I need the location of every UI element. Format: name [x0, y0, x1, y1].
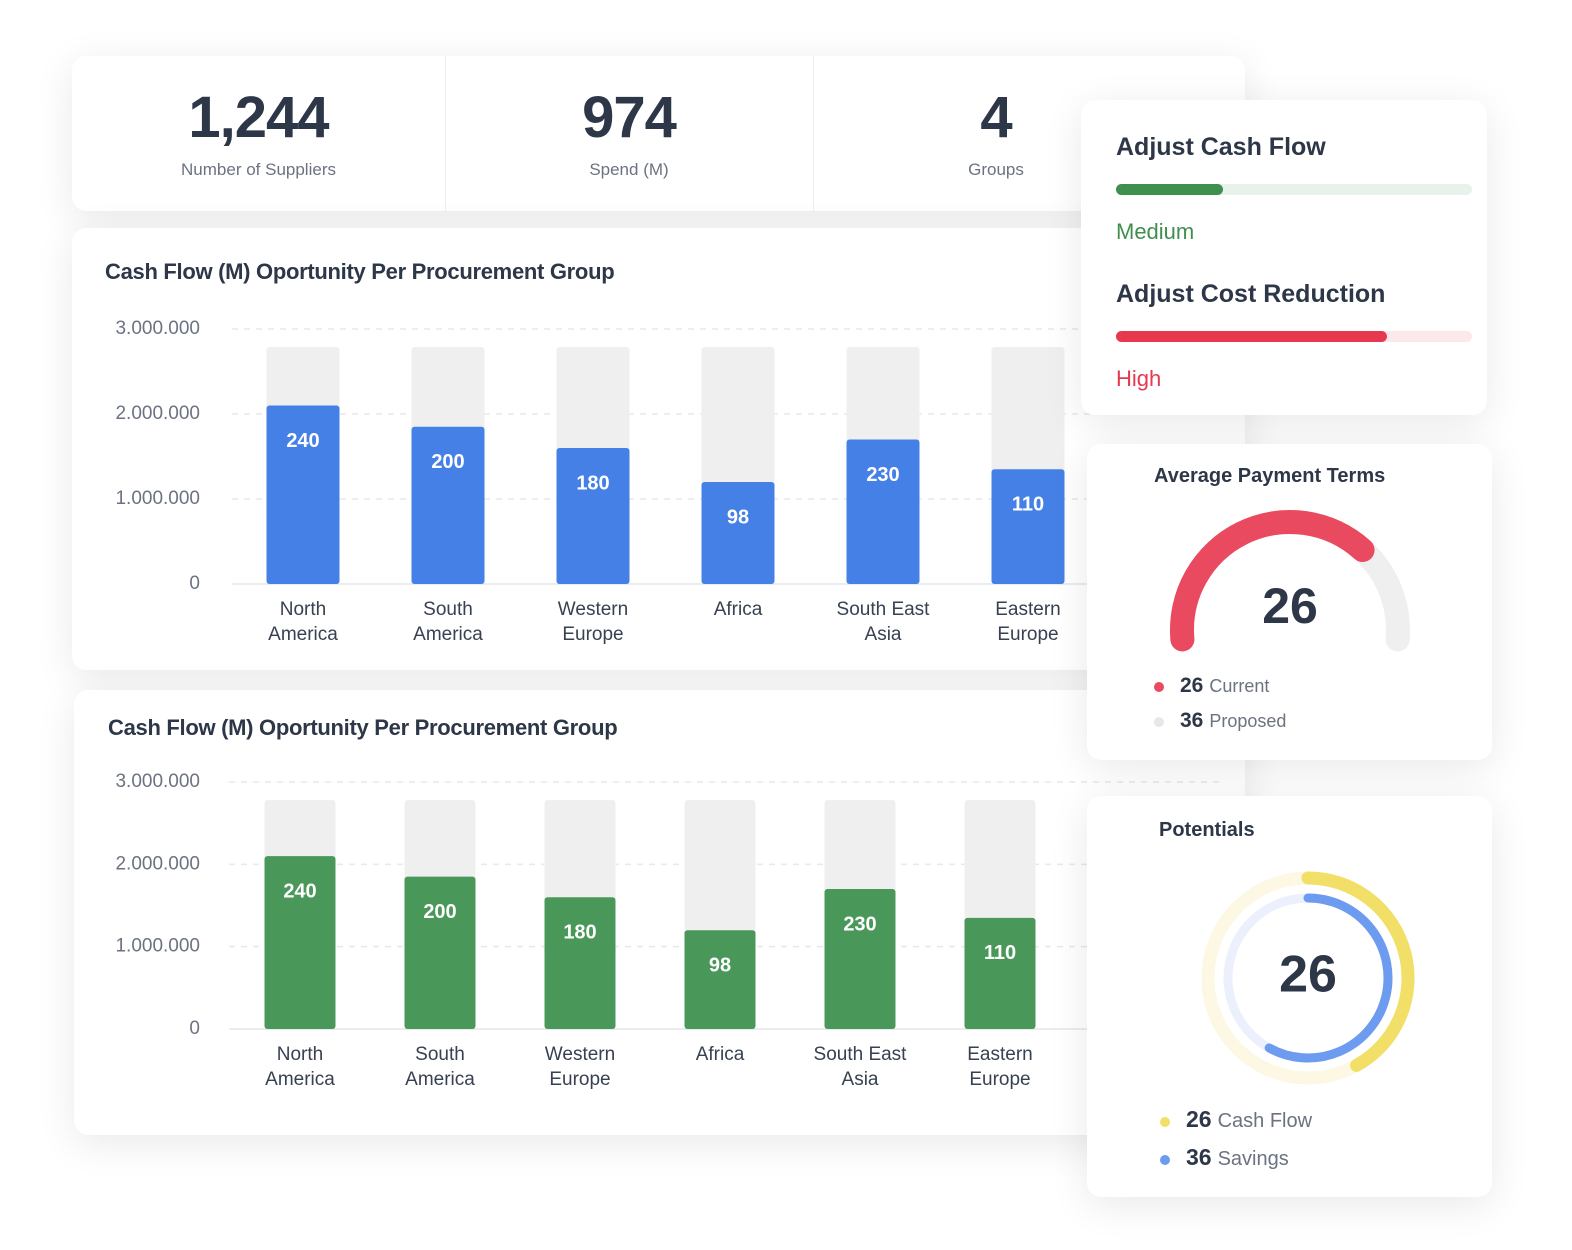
- bar: [264, 856, 336, 1029]
- adjust-status: High: [1116, 366, 1162, 391]
- divider: [445, 56, 446, 211]
- divider: [813, 56, 814, 211]
- bar: [404, 876, 476, 1029]
- legend-value: 36: [1186, 1144, 1212, 1170]
- gauge-value: 26: [1262, 578, 1318, 634]
- bar: [556, 448, 630, 584]
- bar-label: 180: [576, 472, 609, 494]
- bar: [266, 405, 340, 584]
- progress-track: [1116, 331, 1472, 342]
- chart-title: Cash Flow (M) Oportunity Per Procurement…: [105, 259, 615, 284]
- ring-arc: [1301, 871, 1415, 1072]
- progress-fill: [1116, 184, 1223, 195]
- kpi: 974 Spend (M): [445, 56, 813, 211]
- progress-track: [1116, 184, 1472, 195]
- bar-label: 110: [984, 942, 1016, 964]
- legend-dot: [1160, 1116, 1170, 1127]
- bar-label: 240: [283, 880, 316, 902]
- bar-label: 230: [866, 464, 899, 486]
- card-title: Average Payment Terms: [1154, 465, 1386, 487]
- y-tick-label: 3.000.000: [115, 318, 200, 339]
- x-tick-label: North America: [265, 1044, 335, 1090]
- y-tick-label: 2.000.000: [115, 853, 200, 874]
- legend-label: Cash Flow: [1217, 1110, 1313, 1132]
- x-tick-label: Eastern Europe: [967, 1044, 1033, 1090]
- ring-chart: 26: [1201, 871, 1415, 1085]
- adjust-card: Adjust Cash Flow Medium Adjust Cost Redu…: [1081, 100, 1487, 415]
- legend-label: Current: [1209, 676, 1270, 696]
- legend-dot: [1154, 682, 1164, 693]
- payment-terms-card: Average Payment Terms 26 26 Current 36 Prop…: [1087, 444, 1492, 760]
- gauge-arc: [1170, 510, 1375, 652]
- bar: [964, 917, 1036, 1029]
- gauge: 26: [1170, 510, 1410, 652]
- chart-card: Cash Flow (M) Oportunity Per Procurement…: [74, 690, 1245, 1135]
- kpi-value: 974: [582, 85, 677, 150]
- legend-item: 36 Proposed: [1154, 709, 1286, 733]
- y-tick-label: 0: [189, 573, 200, 594]
- bar: [411, 426, 485, 584]
- legend-item: 26 Cash Flow: [1160, 1106, 1312, 1133]
- chart-card: Cash Flow (M) Oportunity Per Procurement…: [72, 228, 1245, 670]
- x-tick-label: Africa: [713, 599, 763, 620]
- x-tick-label: Western Europe: [557, 599, 629, 645]
- bar: [684, 930, 756, 1029]
- legend-item: 26 Current: [1154, 674, 1269, 698]
- x-tick-label: Eastern Europe: [995, 599, 1061, 645]
- legend-value: 26: [1180, 674, 1204, 697]
- kpi-value: 1,244: [188, 85, 329, 150]
- legend-item: 36 Savings: [1160, 1144, 1289, 1171]
- x-tick-label: North America: [268, 599, 338, 645]
- ring-value: 26: [1279, 946, 1337, 1004]
- kpi-label: Number of Suppliers: [181, 160, 336, 179]
- bar-label: 98: [727, 506, 749, 528]
- bar-label: 200: [423, 901, 456, 923]
- kpi-label: Groups: [968, 160, 1024, 179]
- y-tick-label: 1.000.000: [115, 488, 200, 509]
- x-tick-label: South America: [413, 599, 483, 645]
- legend-dot: [1154, 717, 1164, 728]
- kpi-card: 1,244 Number of Suppliers 974 Spend (M) …: [72, 56, 1245, 211]
- adjust-title: Adjust Cash Flow: [1116, 133, 1326, 161]
- bar-label: 230: [843, 913, 876, 935]
- bar-label: 180: [563, 922, 596, 944]
- bar-label: 98: [709, 954, 731, 976]
- potentials-card: Potentials 26 26 Cash Flow 36 Savings: [1087, 796, 1492, 1197]
- chart: 0 1.000.000 2.000.000 3.000.000 240 200 180 98 2…: [115, 318, 1222, 594]
- kpi: 4 Groups: [813, 56, 1179, 211]
- chart-title: Cash Flow (M) Oportunity Per Procurement…: [108, 715, 618, 740]
- legend-label: Proposed: [1209, 711, 1287, 731]
- adjust-title: Adjust Cost Reduction: [1116, 280, 1386, 308]
- kpi-label: Spend (M): [589, 160, 669, 179]
- x-tick-label: South East Asia: [813, 1044, 907, 1090]
- bar: [824, 889, 896, 1029]
- card-title: Potentials: [1159, 819, 1255, 841]
- legend-label: Savings: [1217, 1148, 1289, 1170]
- x-tick-label: Western Europe: [544, 1044, 616, 1090]
- kpi-value: 4: [980, 85, 1012, 150]
- bar-label: 110: [1012, 494, 1044, 516]
- y-tick-label: 1.000.000: [115, 936, 200, 957]
- ring-arc: [1264, 893, 1393, 1063]
- bar: [991, 469, 1065, 584]
- x-tick-label: Africa: [695, 1044, 745, 1065]
- bar-label: 200: [431, 451, 464, 473]
- legend-dot: [1160, 1154, 1170, 1165]
- legend-value: 36: [1180, 709, 1204, 732]
- kpi: 1,244 Number of Suppliers: [72, 56, 445, 211]
- progress-fill: [1116, 331, 1387, 342]
- x-tick-label: South East Asia: [836, 599, 930, 645]
- bar: [846, 439, 920, 584]
- bar: [544, 897, 616, 1029]
- y-tick-label: 3.000.000: [115, 771, 200, 792]
- x-tick-label: South America: [405, 1044, 475, 1090]
- y-tick-label: 2.000.000: [115, 403, 200, 424]
- adjust-status: Medium: [1116, 219, 1195, 244]
- bar-label: 240: [286, 430, 319, 452]
- bar: [701, 482, 775, 584]
- y-tick-label: 0: [189, 1018, 200, 1039]
- legend-value: 26: [1186, 1106, 1212, 1132]
- chart: 0 1.000.000 2.000.000 3.000.000 240 200 180 98 2…: [115, 771, 1219, 1039]
